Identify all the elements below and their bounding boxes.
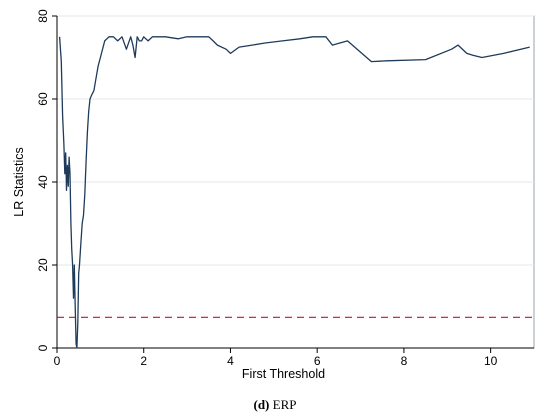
x-tick-label: 4 bbox=[227, 354, 234, 368]
y-tick-label: 80 bbox=[36, 9, 50, 23]
y-tick-label: 0 bbox=[36, 344, 50, 351]
y-tick-label: 60 bbox=[36, 92, 50, 106]
figure-caption: (d) ERP bbox=[0, 397, 550, 413]
x-tick-label: 2 bbox=[140, 354, 147, 368]
x-axis-title: First Threshold bbox=[242, 367, 325, 381]
caption-label: (d) bbox=[253, 397, 270, 412]
x-tick-label: 0 bbox=[54, 354, 61, 368]
line-chart: 0 20 40 60 80 0 2 4 6 8 10 First Threshold LR Statis… bbox=[12, 9, 535, 381]
x-tick-label: 10 bbox=[484, 354, 498, 368]
series-line bbox=[58, 36, 530, 349]
y-tick-label: 40 bbox=[36, 175, 50, 189]
x-tick-label: 8 bbox=[401, 354, 408, 368]
y-axis-title: LR Statistics bbox=[12, 147, 26, 216]
caption-text: ERP bbox=[272, 397, 297, 412]
y-tick-label: 20 bbox=[36, 258, 50, 272]
x-tick-label: 6 bbox=[314, 354, 321, 368]
